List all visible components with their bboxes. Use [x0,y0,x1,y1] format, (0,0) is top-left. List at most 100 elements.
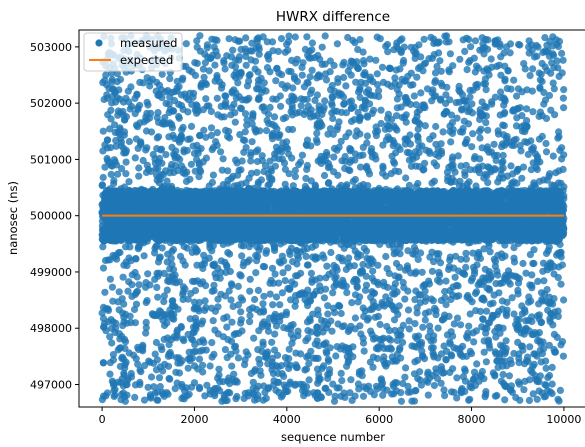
measured-point [473,80,482,88]
measured-point [420,60,428,68]
measured-point [369,78,377,86]
measured-point [308,66,316,74]
measured-point [324,130,332,138]
measured-point [327,248,335,257]
measured-point [284,38,293,46]
measured-point [424,391,432,399]
measured-point [538,132,546,140]
measured-point [124,287,132,295]
measured-point [335,302,343,310]
measured-point [251,295,259,304]
measured-point [518,174,526,182]
measured-point [541,34,549,42]
measured-point [466,310,474,318]
measured-point [377,119,385,128]
measured-point [206,362,214,370]
measured-point [404,72,412,80]
measured-point [425,308,433,316]
measured-point [308,276,316,284]
measured-point [437,95,445,103]
measured-point [510,254,518,262]
measured-point [351,392,359,400]
measured-point [529,259,537,268]
measured-point [348,299,356,307]
measured-point [525,37,533,45]
measured-point [309,310,317,318]
measured-point [501,396,509,404]
measured-point [120,300,128,308]
measured-point [325,388,333,396]
measured-point [458,128,467,136]
measured-point [558,49,566,58]
measured-point [175,114,183,122]
measured-point [369,289,377,297]
measured-point [440,386,448,394]
measured-point [462,249,470,257]
measured-point [279,115,287,123]
measured-point [420,35,428,43]
measured-point [118,165,126,173]
measured-point [207,107,215,116]
measured-point [125,178,133,186]
measured-point [404,306,413,314]
measured-point [330,61,338,70]
measured-point [522,317,530,325]
measured-point [366,55,374,63]
measured-point [464,329,472,337]
measured-point [451,273,459,281]
measured-point [274,369,282,378]
measured-point [209,171,217,179]
measured-point [247,157,255,165]
measured-point [349,177,357,185]
measured-point [108,377,116,385]
measured-point [118,295,126,303]
measured-point [499,121,507,129]
measured-point [246,275,254,283]
measured-point [158,346,166,354]
measured-point [353,282,361,290]
measured-point [211,326,219,334]
measured-point [547,69,555,77]
measured-point [482,119,490,127]
measured-point [419,323,427,331]
measured-point [535,387,543,395]
measured-point [513,92,521,100]
measured-point [213,129,221,137]
measured-point [106,359,114,367]
measured-point [385,269,393,278]
measured-point [437,363,445,371]
measured-point [377,106,385,114]
measured-point [280,324,288,332]
measured-point [223,354,231,362]
measured-point [429,132,437,140]
measured-point [379,141,387,149]
measured-point [442,277,450,285]
measured-point [295,161,303,169]
measured-point [231,118,239,126]
measured-point [115,288,123,296]
measured-point [541,63,549,71]
measured-point [313,129,321,137]
measured-point [369,267,377,275]
measured-point [125,254,133,262]
measured-point [463,66,471,74]
measured-point [271,346,279,354]
measured-point [359,392,368,400]
measured-point [439,316,447,324]
measured-point [99,359,107,367]
measured-point [482,307,491,315]
measured-point [428,267,436,275]
measured-point [229,46,237,54]
measured-point [468,143,476,151]
measured-point [373,70,381,78]
measured-point [319,251,327,259]
measured-point [283,138,291,146]
measured-point [125,137,133,146]
measured-point [542,364,550,372]
measured-point [560,86,568,94]
measured-point [338,323,346,331]
measured-point [426,322,434,330]
measured-point [390,250,398,258]
measured-point [492,280,500,288]
